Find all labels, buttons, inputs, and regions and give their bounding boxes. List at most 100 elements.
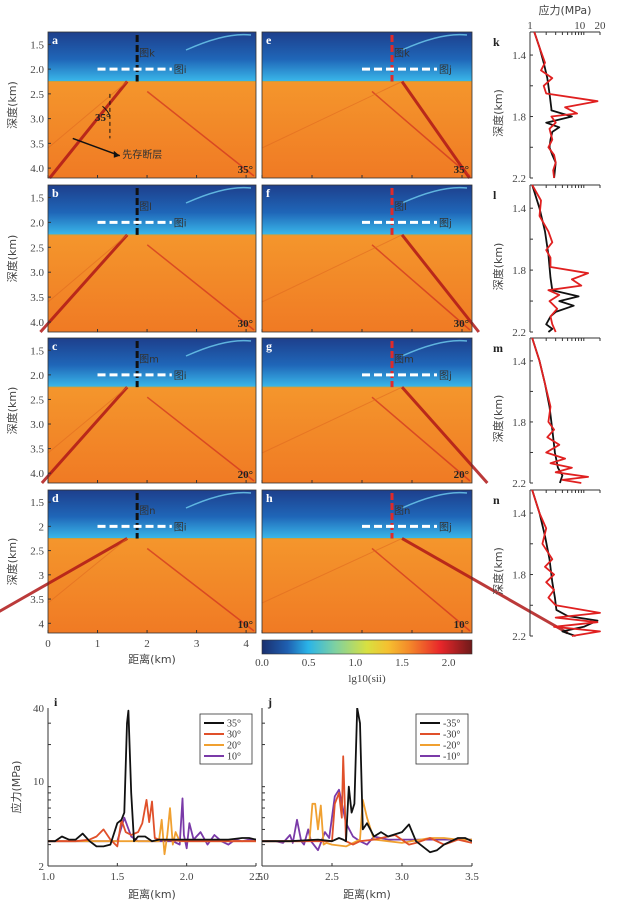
panel-letter: d xyxy=(52,491,59,505)
shear-band xyxy=(146,90,255,177)
legend-entry: 10° xyxy=(227,752,241,763)
angle-label: 35° xyxy=(238,164,253,176)
dip-arc xyxy=(102,105,111,117)
y-tick-label: 2.5 xyxy=(30,546,44,558)
y-tick-label: 40 xyxy=(33,703,45,715)
shear-band xyxy=(261,386,403,454)
colorbar-gradient xyxy=(261,639,473,655)
stress-field-maps: 图k图ia35°1.52.02.53.03.54.0深度(km)先存断层35°图… xyxy=(0,31,569,666)
upper-layer xyxy=(48,185,256,235)
fault-trace xyxy=(48,80,129,179)
panel-frame xyxy=(261,337,473,484)
x-tick-label: 2.0 xyxy=(255,871,269,883)
y-tick-label: 1.5 xyxy=(30,497,44,509)
colorbar-tick: 0.0 xyxy=(255,657,269,669)
profile-line-red xyxy=(531,337,589,484)
legend-entry: -10° xyxy=(443,752,460,763)
panel-frame xyxy=(261,184,473,333)
y-tick-label: 3.5 xyxy=(30,138,44,150)
shear-band xyxy=(146,547,255,632)
y-tick-label: 2 xyxy=(39,861,45,873)
panel-letter: j xyxy=(267,695,272,709)
y-tick-label: 1.4 xyxy=(512,356,526,368)
series-group xyxy=(48,709,256,856)
shear-band xyxy=(371,547,471,632)
map-panel-c: 图m 图i c 20° 1.5 2.0 2.5 3.0 3.5 4.0 深度(km) xyxy=(5,337,257,484)
y-tick-label: 3.0 xyxy=(30,419,44,431)
colorbar-tick: 0.5 xyxy=(302,657,316,669)
y-axis-label: 深度(km) xyxy=(491,395,505,443)
angle-label: 20° xyxy=(238,469,253,481)
y-tick-label: 4 xyxy=(39,618,45,630)
angle-label: 30° xyxy=(238,318,253,330)
map-panel-f: 图l 图j f 30° xyxy=(261,184,480,333)
lower-layer xyxy=(262,234,472,332)
panel-letter: l xyxy=(493,188,497,202)
angle-label: 20° xyxy=(454,469,469,481)
colorbar-tick: 2.0 xyxy=(442,657,456,669)
y-tick-label: 1.8 xyxy=(512,417,526,429)
legend-entry: -20° xyxy=(443,741,460,752)
y-tick-label: 3.0 xyxy=(30,267,44,279)
y-tick-label: 2.2 xyxy=(512,327,526,339)
fault-trace xyxy=(0,537,128,613)
wave-arc xyxy=(185,186,252,204)
y-tick-label: 1.5 xyxy=(30,192,44,204)
fault-label: 先存断层 xyxy=(122,148,162,161)
x-tick-label: 2.5 xyxy=(325,871,339,883)
y-tick-label: 2 xyxy=(39,521,45,533)
y-tick-label: 3.5 xyxy=(30,444,44,456)
profile-label: 图m xyxy=(394,354,414,366)
colorbar-tick: 1.5 xyxy=(395,657,409,669)
shear-band xyxy=(146,396,255,482)
upper-layer xyxy=(48,490,256,539)
panel-letter: c xyxy=(52,339,58,353)
x-tick-label: 3 xyxy=(194,638,200,650)
lower-layer xyxy=(262,538,472,633)
panel-frame xyxy=(261,31,473,179)
legend-entry: 20° xyxy=(227,741,241,752)
y-axis-label: 深度(km) xyxy=(491,547,505,595)
wave-arc xyxy=(185,491,252,509)
fault-trace xyxy=(40,386,129,484)
profile-line-black xyxy=(533,31,573,179)
y-tick-label: 1.5 xyxy=(30,39,44,51)
panel-letter: i xyxy=(54,695,58,709)
x-tick-label: 3.5 xyxy=(465,871,479,883)
x-tick-label: 10 xyxy=(574,20,586,32)
depth-profiles: 应力(MPa) 1 10 20 1.4 1.8 2.2 深度(km) k 1.4 1.8 2.2 深度(… xyxy=(491,3,606,643)
x-axis-label: 距离(km) xyxy=(343,887,391,901)
panel-letter: b xyxy=(52,186,59,200)
horizontal-label: 图j xyxy=(439,64,452,76)
y-axis-label: 深度(km) xyxy=(491,243,505,291)
panel-letter: f xyxy=(266,186,271,200)
fault-trace xyxy=(39,233,129,333)
x-tick-label: 1 xyxy=(95,638,101,650)
profile-title: 应力(MPa) xyxy=(539,3,592,17)
profile-line-red xyxy=(531,184,589,333)
arrow-head xyxy=(113,150,120,158)
panel-letter: m xyxy=(493,341,503,355)
y-tick-label: 10 xyxy=(33,776,45,788)
panel-letter: g xyxy=(266,339,272,353)
profile-label: 图l xyxy=(139,201,152,213)
panel-letter: a xyxy=(52,33,58,47)
series-group xyxy=(262,708,472,854)
shear-band xyxy=(47,386,128,454)
panel-frame xyxy=(47,184,257,333)
wave-arc xyxy=(401,339,468,357)
y-tick-label: 1.8 xyxy=(512,112,526,124)
profile-line-red xyxy=(533,31,599,179)
x-axis-label: 距离(km) xyxy=(128,887,176,901)
colorbar-tick: 1.0 xyxy=(348,657,362,669)
wave-arc xyxy=(401,33,468,51)
series-line xyxy=(48,799,256,848)
x-tick-label: 2.0 xyxy=(180,871,194,883)
profile-panel-k: 1 10 20 1.4 1.8 2.2 深度(km) k xyxy=(491,20,606,185)
y-axis-label: 深度(km) xyxy=(491,89,505,137)
panel-frame xyxy=(261,489,473,634)
colorbar: 0.0 0.5 1.0 1.5 2.0 lg10(sii) xyxy=(255,639,473,685)
y-axis-label: 深度(km) xyxy=(5,81,19,129)
y-axis-label: 深度(km) xyxy=(5,387,19,435)
